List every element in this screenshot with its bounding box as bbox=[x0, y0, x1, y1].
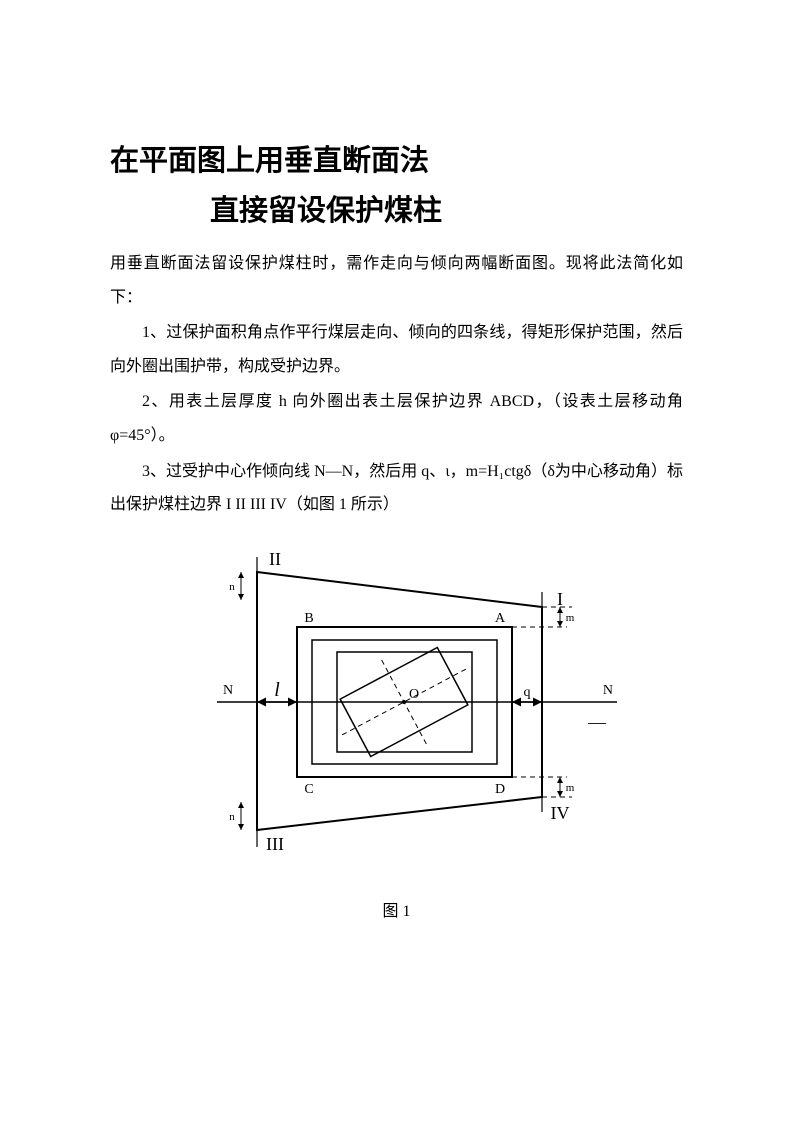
title-line-1: 在平面图上用垂直断面法 bbox=[110, 140, 683, 184]
svg-text:D: D bbox=[494, 782, 504, 797]
figure-1-container: IIIIIIIVBACDNNOlqmmnn— 图 1 bbox=[110, 532, 683, 921]
svg-text:III: III bbox=[266, 834, 284, 854]
svg-text:—: — bbox=[587, 712, 607, 732]
intro-paragraph: 用垂直断面法留设保护煤柱时，需作走向与倾向两幅断面图。现将此法简化如下： bbox=[110, 247, 683, 314]
svg-text:A: A bbox=[494, 611, 505, 626]
svg-text:B: B bbox=[304, 611, 313, 626]
svg-text:O: O bbox=[408, 687, 418, 702]
figure-1-diagram: IIIIIIIVBACDNNOlqmmnn— bbox=[162, 532, 632, 872]
paragraph-2: 2、用表土层厚度 h 向外圈出表土层保护边界 ABCD，（设表土层移动角φ=45… bbox=[110, 385, 683, 452]
paragraph-1: 1、过保护面积角点作平行煤层走向、倾向的四条线，得矩形保护范围，然后向外圈出围护… bbox=[110, 316, 683, 383]
svg-text:N: N bbox=[223, 683, 233, 698]
svg-text:q: q bbox=[523, 685, 530, 700]
svg-text:N: N bbox=[602, 683, 612, 698]
svg-text:IV: IV bbox=[550, 803, 569, 823]
figure-1-caption: 图 1 bbox=[110, 897, 683, 921]
svg-text:II: II bbox=[269, 549, 281, 569]
svg-text:m: m bbox=[565, 612, 574, 624]
svg-text:I: I bbox=[557, 589, 563, 609]
svg-text:C: C bbox=[304, 782, 313, 797]
svg-text:l: l bbox=[274, 679, 280, 701]
svg-text:m: m bbox=[565, 782, 574, 794]
svg-text:n: n bbox=[229, 811, 235, 823]
title-line-2: 直接留设保护煤柱 bbox=[110, 190, 683, 234]
svg-text:n: n bbox=[229, 581, 235, 593]
paragraph-3: 3、过受护中心作倾向线 N—N，然后用 q、ι，m=H₁ctgδ（δ为中心移动角… bbox=[110, 455, 683, 522]
